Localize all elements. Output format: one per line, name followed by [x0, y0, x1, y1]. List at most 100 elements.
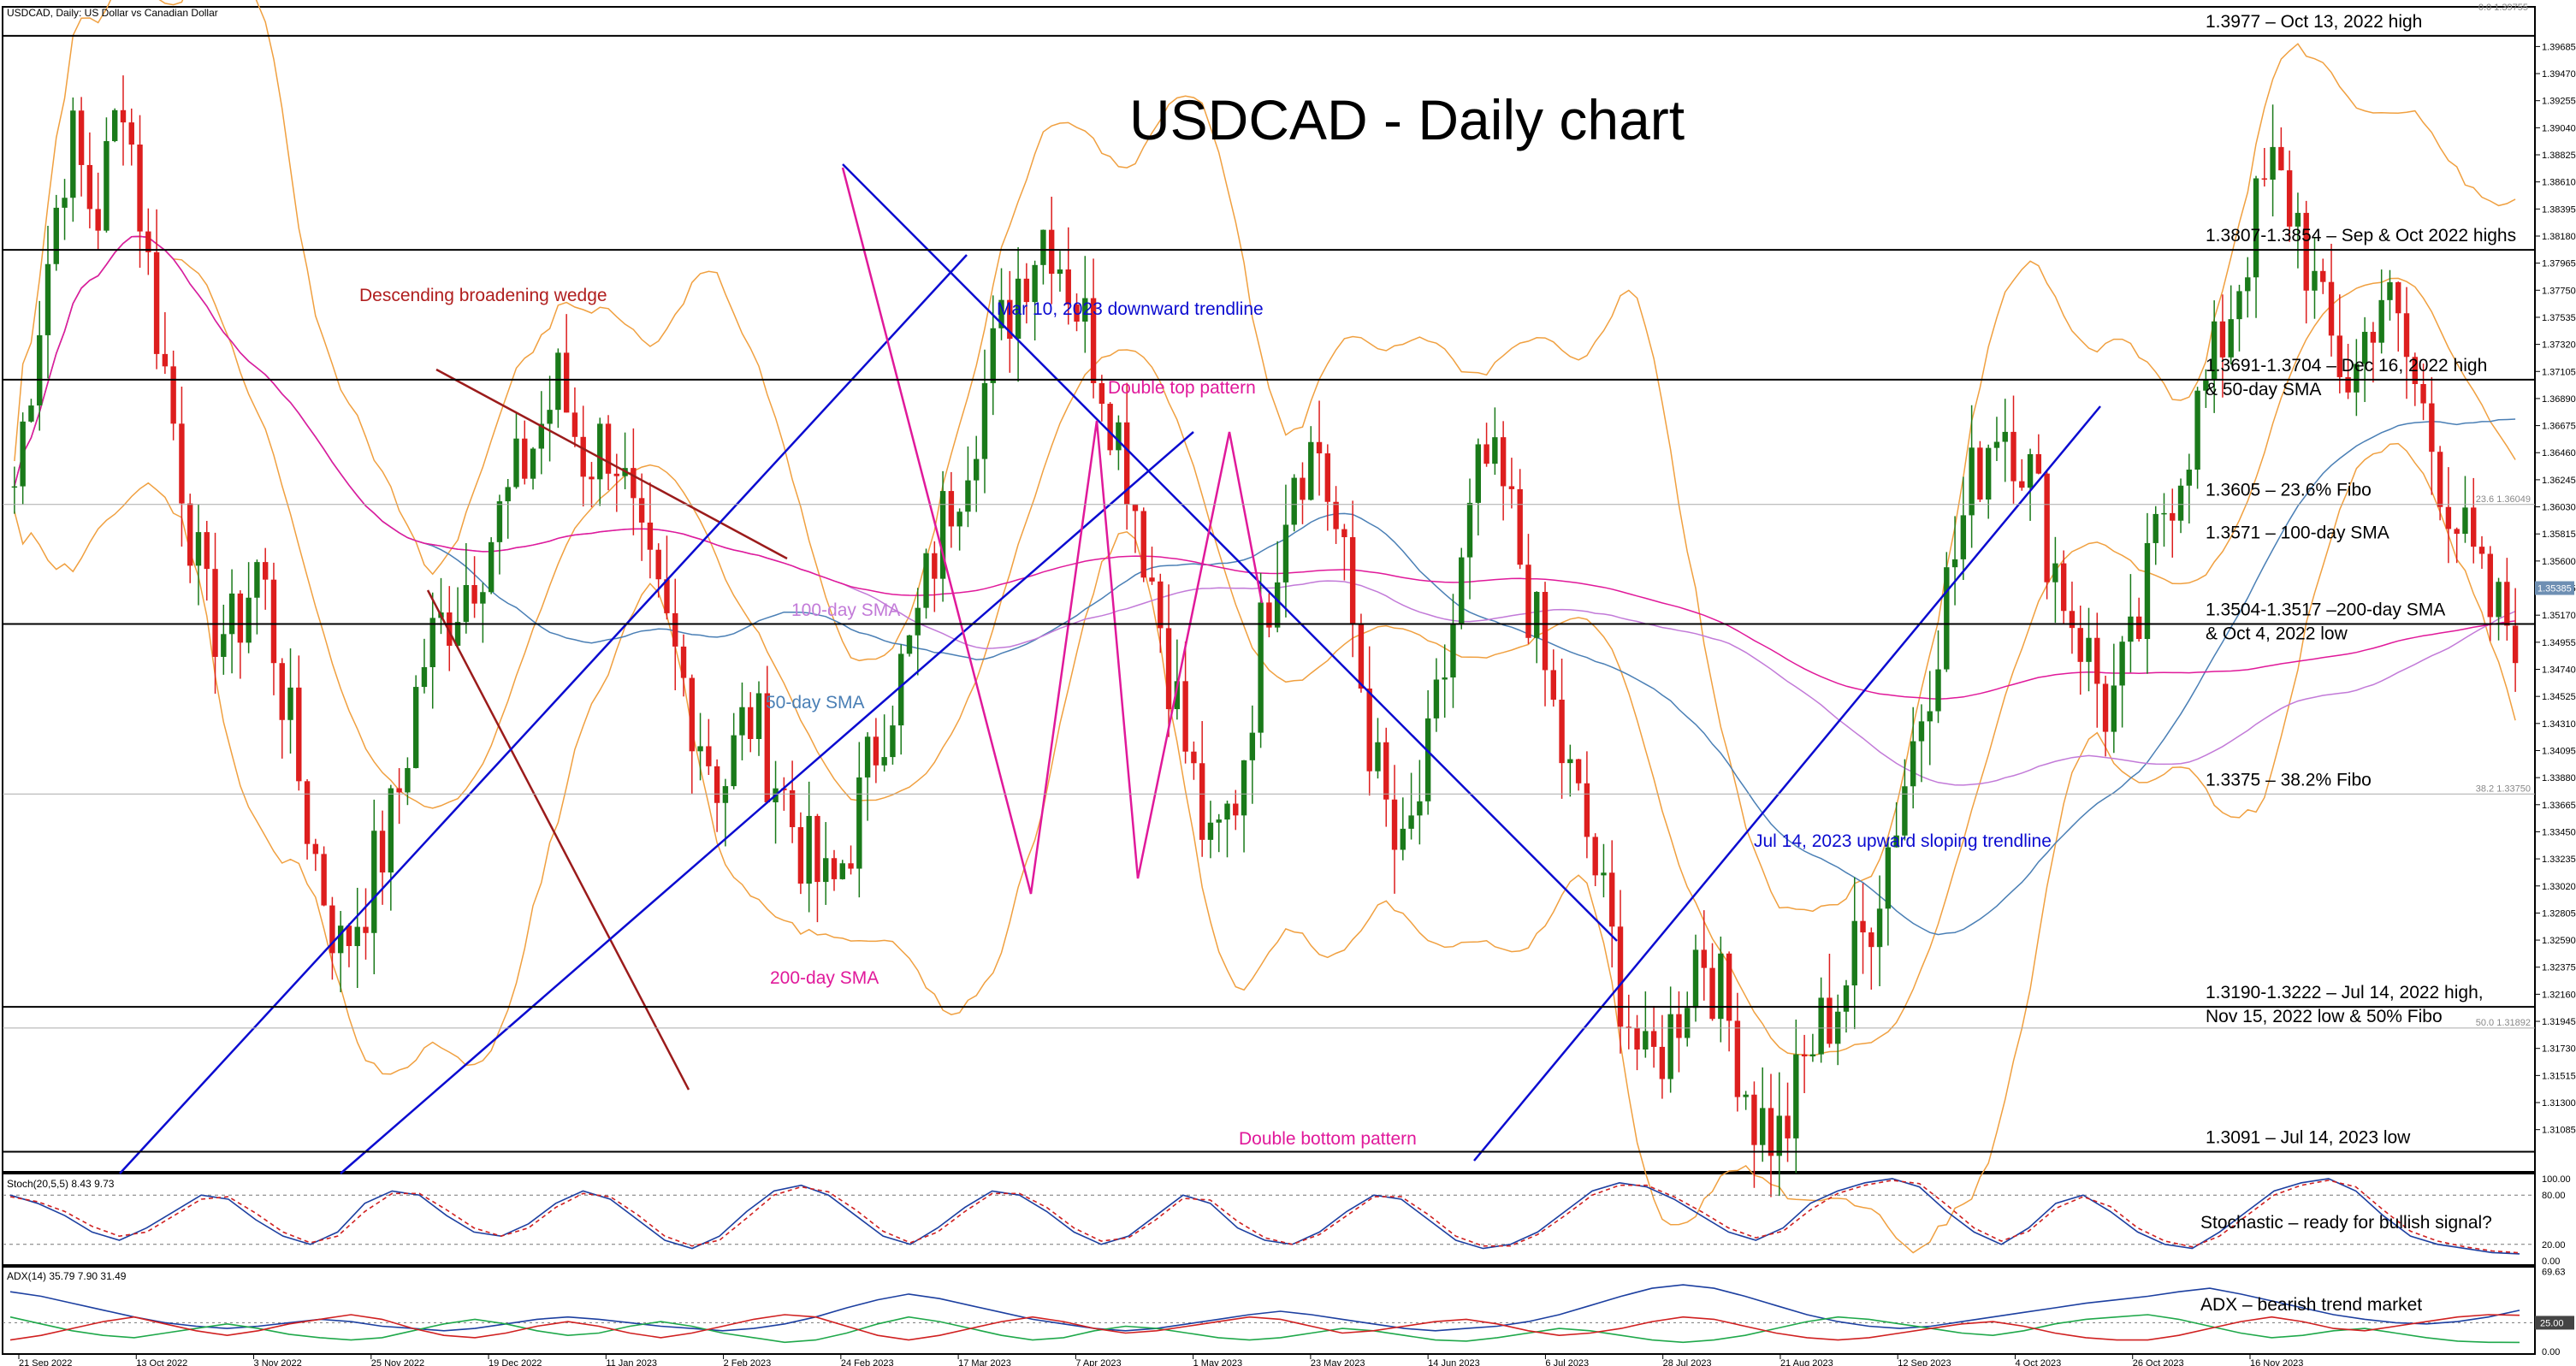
price-tick-label: 1.33665	[2542, 801, 2576, 811]
candle-body	[2471, 507, 2477, 547]
candle-body	[2153, 513, 2159, 543]
stoch-d-line	[9, 1180, 2520, 1254]
candle-body	[2354, 364, 2360, 393]
candle-body	[1910, 741, 1916, 787]
candle-body	[2445, 506, 2452, 529]
candle-body	[814, 815, 820, 883]
candle-body	[237, 593, 244, 643]
price-tick-label: 1.34525	[2542, 692, 2576, 702]
candle-body	[2077, 628, 2083, 662]
horizontal-levels: 1.3977 – Oct 13, 2022 high 1.3807-1.3854 …	[3, 12, 2535, 1153]
candle-body	[948, 491, 955, 527]
price-tick-label: 1.33450	[2542, 827, 2576, 837]
candle-body	[2086, 637, 2092, 662]
candle-body	[898, 653, 904, 726]
price-tick-label: 1.34095	[2542, 746, 2576, 756]
candle-body	[1358, 624, 1365, 689]
candle-body	[638, 498, 645, 523]
candle-body	[1851, 920, 1857, 986]
candle-body	[806, 815, 812, 884]
candle-body	[2010, 431, 2016, 482]
candle-body	[86, 164, 93, 210]
candle-body	[2219, 321, 2226, 358]
candle-body	[1433, 679, 1440, 718]
price-tick-label: 1.39255	[2542, 97, 2576, 107]
candle-body	[321, 854, 327, 906]
fibo-tag: 38.2 1.33750	[2476, 784, 2531, 794]
main-plot-frame	[2, 6, 2536, 1173]
candle-body	[37, 334, 43, 406]
candle-body	[2387, 281, 2393, 300]
candle-body	[1291, 477, 1297, 525]
candle-body	[1408, 815, 1414, 829]
date-label: 14 Jun 2023	[1428, 1358, 1480, 1366]
candle-body	[755, 693, 762, 739]
candle-body	[1341, 529, 1347, 538]
candle-body	[1993, 441, 2000, 448]
bollinger-bands	[14, 0, 2516, 1254]
candle-body	[2035, 453, 2042, 474]
annotation-double-bottom: Double bottom pattern	[1239, 1129, 1417, 1149]
price-tick-label: 1.36460	[2542, 448, 2576, 458]
fibo-tag: 23.6 1.36049	[2476, 494, 2531, 505]
candle-body	[1860, 920, 1866, 933]
date-label: 7 Apr 2023	[1075, 1358, 1121, 1366]
candle-body	[1224, 803, 1230, 820]
candle-body	[1140, 511, 1146, 578]
price-tick-label: 1.31085	[2542, 1126, 2576, 1136]
candle-body	[1132, 504, 1139, 512]
price-tick-label: 1.37105	[2542, 367, 2576, 377]
candle-body	[1760, 1108, 1766, 1145]
candle-body	[388, 788, 394, 872]
candle-body	[179, 423, 185, 504]
candle-body	[128, 122, 134, 145]
candle-body	[555, 352, 561, 411]
candle-body	[1743, 1094, 1749, 1097]
candle-body	[1391, 799, 1398, 850]
price-tick-label: 1.33020	[2542, 882, 2576, 892]
date-label: 13 Oct 2022	[136, 1358, 187, 1366]
candle-body	[228, 593, 235, 635]
sma-100-line	[14, 235, 2516, 786]
candle-body	[2295, 212, 2301, 227]
candle-body	[1107, 404, 1113, 451]
candle-body	[1534, 592, 1540, 638]
candle-body	[932, 553, 938, 579]
candle-body	[153, 251, 160, 354]
price-tick-label: 1.38180	[2542, 232, 2576, 242]
candle-body	[1793, 1054, 1799, 1138]
candle-body	[312, 843, 319, 854]
candle-body	[44, 263, 51, 335]
candle-body	[2420, 383, 2426, 404]
candle-body	[2345, 376, 2351, 393]
candle-body	[137, 144, 143, 232]
candle-body	[270, 579, 277, 664]
stoch-tick-label: 100.00	[2542, 1174, 2571, 1185]
price-tick-label: 1.32160	[2542, 990, 2576, 1000]
candle-body	[2236, 291, 2242, 320]
candle-body	[2102, 683, 2109, 732]
stoch-tick-label: 80.00	[2542, 1191, 2566, 1201]
candle-body	[1960, 515, 1967, 559]
candle-body	[1542, 592, 1549, 671]
bollinger-lower	[14, 442, 2516, 1254]
adx-tick-label: 69.63	[2542, 1267, 2566, 1277]
candle-body	[1065, 269, 1071, 305]
candle-body	[1383, 742, 1389, 800]
candle-body	[580, 436, 586, 477]
annotation-double-top: Double top pattern	[1108, 378, 1256, 398]
price-tick-label: 1.37965	[2542, 259, 2576, 269]
candle-body	[563, 352, 570, 413]
candle-body	[104, 140, 110, 231]
candle-body	[405, 767, 411, 793]
candle-body	[28, 405, 34, 422]
candle-body	[981, 382, 988, 459]
candle-body	[1116, 422, 1122, 451]
candle-body	[923, 553, 929, 608]
candle-body	[429, 618, 435, 667]
candle-body	[1233, 803, 1239, 816]
price-tick-label: 1.39685	[2542, 42, 2576, 52]
price-tick-label: 1.33235	[2542, 854, 2576, 865]
candle-body	[613, 473, 620, 476]
mar10-downtrend-line	[842, 163, 1618, 942]
